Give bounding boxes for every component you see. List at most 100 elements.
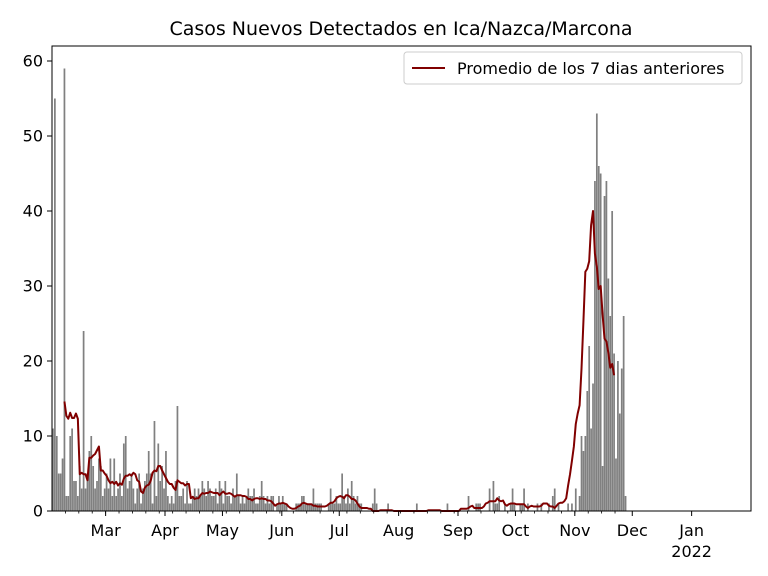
bar bbox=[155, 496, 158, 511]
bar bbox=[212, 496, 215, 511]
bar bbox=[618, 413, 621, 511]
bar bbox=[88, 451, 91, 511]
average-line bbox=[63, 210, 616, 512]
bar bbox=[341, 473, 343, 511]
bar bbox=[597, 166, 600, 511]
bar bbox=[375, 503, 378, 511]
bar bbox=[270, 496, 273, 511]
bar bbox=[180, 496, 183, 511]
bar bbox=[163, 488, 165, 511]
bar bbox=[494, 503, 497, 511]
bar bbox=[488, 488, 491, 511]
bar bbox=[345, 503, 347, 511]
x-tick-label: Mar bbox=[91, 521, 122, 540]
bar bbox=[557, 503, 560, 511]
bar bbox=[260, 481, 263, 511]
bar bbox=[77, 496, 79, 511]
bar bbox=[145, 473, 148, 511]
average-line-group bbox=[63, 210, 616, 512]
bar bbox=[237, 496, 240, 511]
bar bbox=[327, 503, 330, 511]
bar bbox=[121, 496, 123, 511]
x-axis: Mar Apr May Jun Jul Aug Sep Oct Nov Dec Jan 2022 bbox=[65, 511, 712, 561]
bar bbox=[165, 451, 167, 511]
bar bbox=[249, 496, 252, 511]
bar bbox=[333, 503, 336, 511]
bar bbox=[513, 503, 516, 511]
bar bbox=[92, 466, 95, 511]
bar bbox=[551, 496, 554, 511]
bar bbox=[230, 503, 232, 511]
bar bbox=[151, 503, 154, 511]
bar bbox=[186, 481, 188, 511]
bar bbox=[209, 488, 211, 511]
bar bbox=[335, 496, 338, 511]
bar bbox=[197, 488, 200, 511]
bar bbox=[266, 496, 269, 511]
bar bbox=[373, 488, 376, 511]
bar bbox=[312, 488, 315, 511]
bar bbox=[65, 496, 68, 511]
bar bbox=[124, 436, 127, 511]
bar bbox=[67, 496, 70, 511]
bar bbox=[174, 481, 177, 511]
bar bbox=[176, 406, 179, 511]
bar bbox=[603, 196, 606, 511]
bar bbox=[203, 488, 206, 511]
bar bbox=[54, 98, 56, 511]
x-tick-label: 2022 bbox=[671, 542, 712, 561]
bar bbox=[613, 353, 615, 511]
bar bbox=[523, 488, 525, 511]
bar bbox=[245, 496, 248, 511]
bar bbox=[126, 488, 129, 511]
bar bbox=[304, 503, 307, 511]
x-tick-label: May bbox=[206, 521, 239, 540]
bar bbox=[578, 496, 581, 511]
bar bbox=[251, 496, 253, 511]
y-tick-label: 0 bbox=[33, 502, 43, 521]
bar bbox=[96, 481, 98, 511]
bar bbox=[144, 481, 146, 511]
bar bbox=[239, 503, 242, 511]
legend: Promedio de los 7 dias anteriores bbox=[403, 51, 743, 85]
bar bbox=[207, 481, 209, 511]
y-tick-label: 20 bbox=[23, 352, 43, 371]
bar bbox=[140, 503, 142, 511]
bar bbox=[331, 503, 334, 511]
bar bbox=[264, 503, 267, 511]
bar bbox=[138, 473, 140, 511]
bar bbox=[299, 503, 301, 511]
bar bbox=[232, 488, 234, 511]
bar bbox=[350, 481, 353, 511]
bar bbox=[86, 473, 89, 511]
bar bbox=[90, 436, 93, 511]
chart-title: Casos Nuevos Detectados en Ica/Nazca/Mar… bbox=[169, 18, 632, 40]
bar bbox=[580, 436, 583, 511]
bar bbox=[615, 458, 617, 511]
bar bbox=[75, 481, 77, 511]
bar bbox=[329, 488, 332, 511]
bar bbox=[607, 278, 610, 511]
bar bbox=[201, 481, 204, 511]
x-tick-label: Oct bbox=[502, 521, 530, 540]
bar bbox=[521, 503, 524, 511]
bar bbox=[136, 488, 139, 511]
bar bbox=[285, 503, 288, 511]
bar bbox=[159, 481, 162, 511]
x-tick-label: Jul bbox=[329, 521, 349, 540]
y-tick-label: 50 bbox=[23, 127, 43, 146]
bar bbox=[283, 503, 286, 511]
bar bbox=[601, 466, 604, 511]
bar bbox=[258, 496, 261, 511]
y-tick-label: 60 bbox=[23, 52, 43, 71]
bar bbox=[553, 488, 556, 511]
x-tick-label: Sep bbox=[443, 521, 473, 540]
bar bbox=[509, 503, 512, 511]
bar bbox=[103, 488, 106, 511]
bar bbox=[119, 473, 121, 511]
bar bbox=[611, 211, 614, 511]
bar bbox=[352, 496, 355, 511]
bar bbox=[188, 503, 190, 511]
bar bbox=[308, 503, 311, 511]
